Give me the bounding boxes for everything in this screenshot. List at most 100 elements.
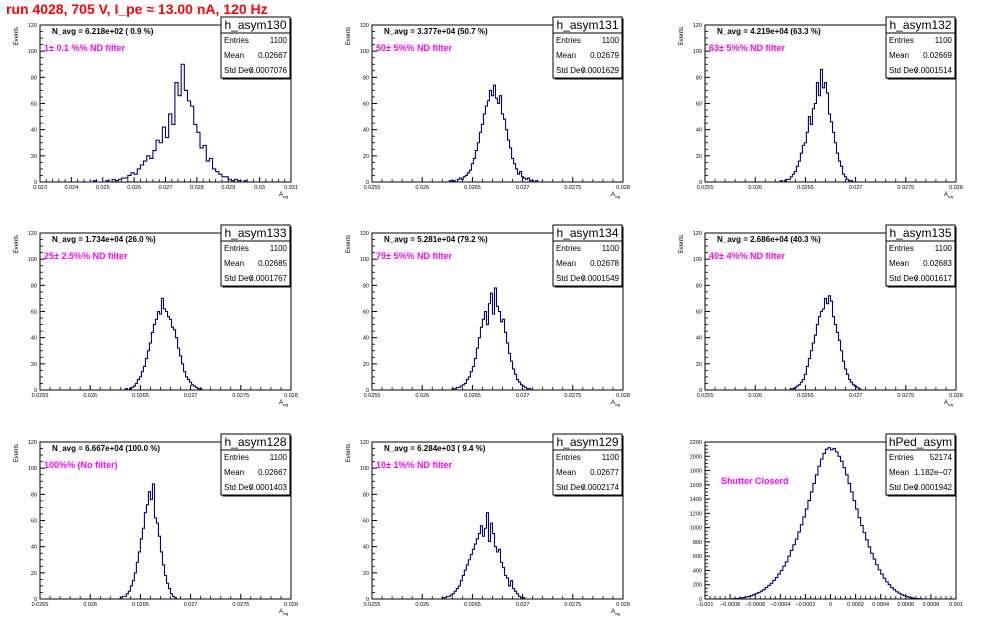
y-tick-label: 60 [696,102,702,108]
x-axis-title: Asig [611,192,620,199]
y-tick-label: 100 [360,466,369,472]
stats-label: Std Dev [556,66,584,75]
stats-label: Std Dev [889,483,917,492]
stats-label: Entries [556,453,581,462]
stats-label: Entries [556,36,581,45]
x-tick-label: 0.001 [949,602,963,608]
x-tick-label: 0.0265 [132,602,149,608]
y-axis-title: Events [346,27,352,45]
histogram-panel-h_asym130: 0.023 0.024 0.025 0.026 0.027 0.028 0.029 0.03 0… [14,16,298,199]
y-tick-label: 400 [693,568,702,574]
y-tick-label: 0 [34,597,37,603]
stats-label: Entries [224,36,249,45]
x-tick-label: 0.0275 [564,393,581,399]
x-tick-label: 0.0255 [364,393,381,399]
n-avg-label: N_avg = 1.734e+04 (26.0 %) [52,235,156,244]
y-tick-label: 0 [699,597,702,603]
n-avg-label: N_avg = 3.377e+04 (50.7 %) [384,27,488,36]
y-axis-title: Events [14,235,20,253]
y-tick-label: 80 [363,283,369,289]
x-axis-subscript: sig [948,402,953,407]
stats-value: 0.0001629 [581,66,619,75]
x-tick-label: 0.0265 [797,393,814,399]
y-tick-label: 1000 [690,526,702,532]
x-tick-label: 0.0265 [132,393,149,399]
stats-label: Mean [889,51,909,60]
stats-box [552,16,623,79]
x-tick-label: 0.0255 [32,393,49,399]
y-tick-label: 100 [693,49,702,55]
histogram-name: h_asym135 [889,226,951,240]
stats-value: 0.02669 [923,51,952,60]
y-tick-label: 1400 [690,497,702,503]
stats-value: 1100 [935,36,953,45]
x-tick-label: 0.027 [184,602,198,608]
n-avg-label: N_avg = 6.667e+04 (100.0 %) [52,444,160,453]
x-tick-label: −0.0004 [770,602,790,608]
stats-label: Mean [889,259,909,268]
stats-value: 1100 [602,36,620,45]
stats-value: 1.182e−07 [914,468,953,477]
x-tick-label: 0.0255 [697,185,714,191]
stats-label: Entries [889,244,914,253]
x-tick-label: 0.0265 [464,185,481,191]
histogram-line [729,447,924,600]
page-title: run 4028, 705 V, I_pe ≈ 13.00 nA, 120 Hz [6,1,268,17]
stats-box [885,433,956,496]
y-tick-label: 100 [693,257,702,263]
y-tick-label: 40 [363,545,369,551]
histogram-line [124,297,203,391]
histogram-line [119,483,178,599]
histogram-line [451,287,532,390]
stats-value: 1100 [270,36,288,45]
y-tick-label: 120 [693,231,702,237]
stats-box [552,433,623,496]
y-tick-label: 20 [363,154,369,160]
histogram-name: h_asym130 [224,18,286,32]
filter-note: 25± 2.5%% ND filter [44,251,128,261]
y-tick-label: 120 [360,23,369,29]
y-tick-label: 0 [34,388,37,394]
y-tick-label: 100 [360,257,369,263]
stats-value: 0.0002174 [581,483,619,492]
x-tick-label: 0.028 [284,602,298,608]
y-tick-label: 100 [28,466,37,472]
x-tick-label: 0.026 [748,393,762,399]
histogram-panel-h_asym133: 0.0255 0.026 0.0265 0.027 0.0275 0.028 0 20 40 60… [14,224,298,407]
stats-value: 0.02667 [258,468,287,477]
x-axis-title: Asig [279,192,288,199]
y-tick-label: 0 [699,388,702,394]
histogram-line [441,512,526,599]
stats-box [220,433,291,496]
x-tick-label: 0.0255 [32,602,49,608]
stats-value: 0.02667 [258,51,287,60]
y-tick-label: 2200 [690,440,702,446]
x-tick-label: 0.0006 [897,602,914,608]
y-tick-label: 20 [31,571,37,577]
histogram-line [87,63,248,183]
histogram-line [789,295,862,390]
y-tick-label: 600 [693,554,702,560]
histogram-name: h_asym134 [556,226,618,240]
y-tick-label: 60 [696,310,702,316]
stats-value: 0.02685 [258,259,287,268]
histogram-panel-h_asym129: 0.0255 0.026 0.0265 0.027 0.0275 0.028 0 20 40 60… [346,433,630,616]
y-axis-title: Events [346,235,352,253]
stats-value: 52174 [930,453,953,462]
stats-value: 0.02678 [590,259,619,268]
x-axis-subscript: sig [615,402,620,407]
stats-value: 0.0007076 [249,66,287,75]
stats-value: 0.02677 [590,468,619,477]
y-tick-label: 60 [363,102,369,108]
y-tick-label: 20 [363,571,369,577]
x-axis-title: Asig [279,609,288,616]
y-tick-label: 40 [31,336,37,342]
histogram-name: h_asym131 [556,18,618,32]
y-tick-label: 40 [31,128,37,134]
histogram-name: h_asym129 [556,435,618,449]
y-axis-title: Events [679,235,685,253]
x-tick-label: 0.025 [96,185,110,191]
stats-label: Std Dev [224,274,252,283]
stats-value: 1100 [935,244,953,253]
x-tick-label: 0.031 [284,185,298,191]
